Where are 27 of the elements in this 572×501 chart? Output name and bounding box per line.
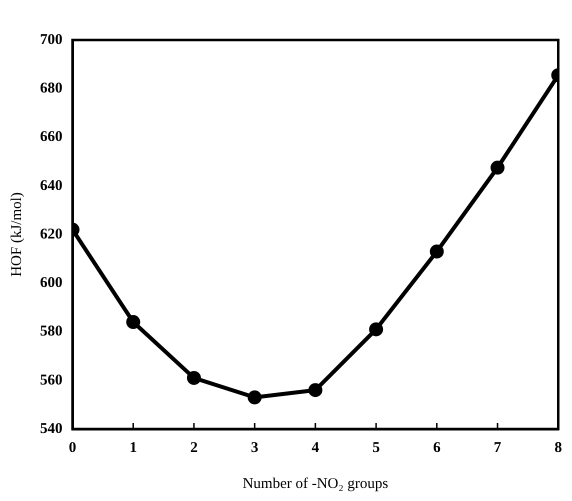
x-tick-label: 4 [312,440,320,456]
point [126,315,140,330]
x-tick-label: 0 [68,440,76,456]
point [248,390,262,404]
x-tick-label: 1 [129,440,137,456]
x-tick-label: 8 [554,440,562,456]
y-tick-label: 640 [40,178,62,194]
y-tick-label: 620 [40,226,62,242]
y-tick-label: 660 [40,129,62,146]
x-tick-label: 3 [250,440,258,456]
y-axis-title: HOF (kJ/mol) [8,192,25,277]
y-tick-label: 540 [40,420,62,437]
y-tick-label: 560 [40,372,62,388]
y-tick-label: 700 [40,32,62,48]
point [369,322,384,336]
x-axis-title: Number of -NO₂ groups [242,476,388,492]
y-tick-label: 580 [40,324,62,340]
point [308,383,322,398]
point [430,244,444,259]
x-tick-label: 5 [372,440,380,456]
x-tick-label: 7 [494,440,502,456]
x-tick-label: 2 [190,440,198,456]
y-tick-label: 680 [40,80,62,96]
point [186,370,201,385]
point [490,160,505,175]
y-tick-label: 600 [40,275,62,291]
x-tick-label: 6 [433,440,442,456]
